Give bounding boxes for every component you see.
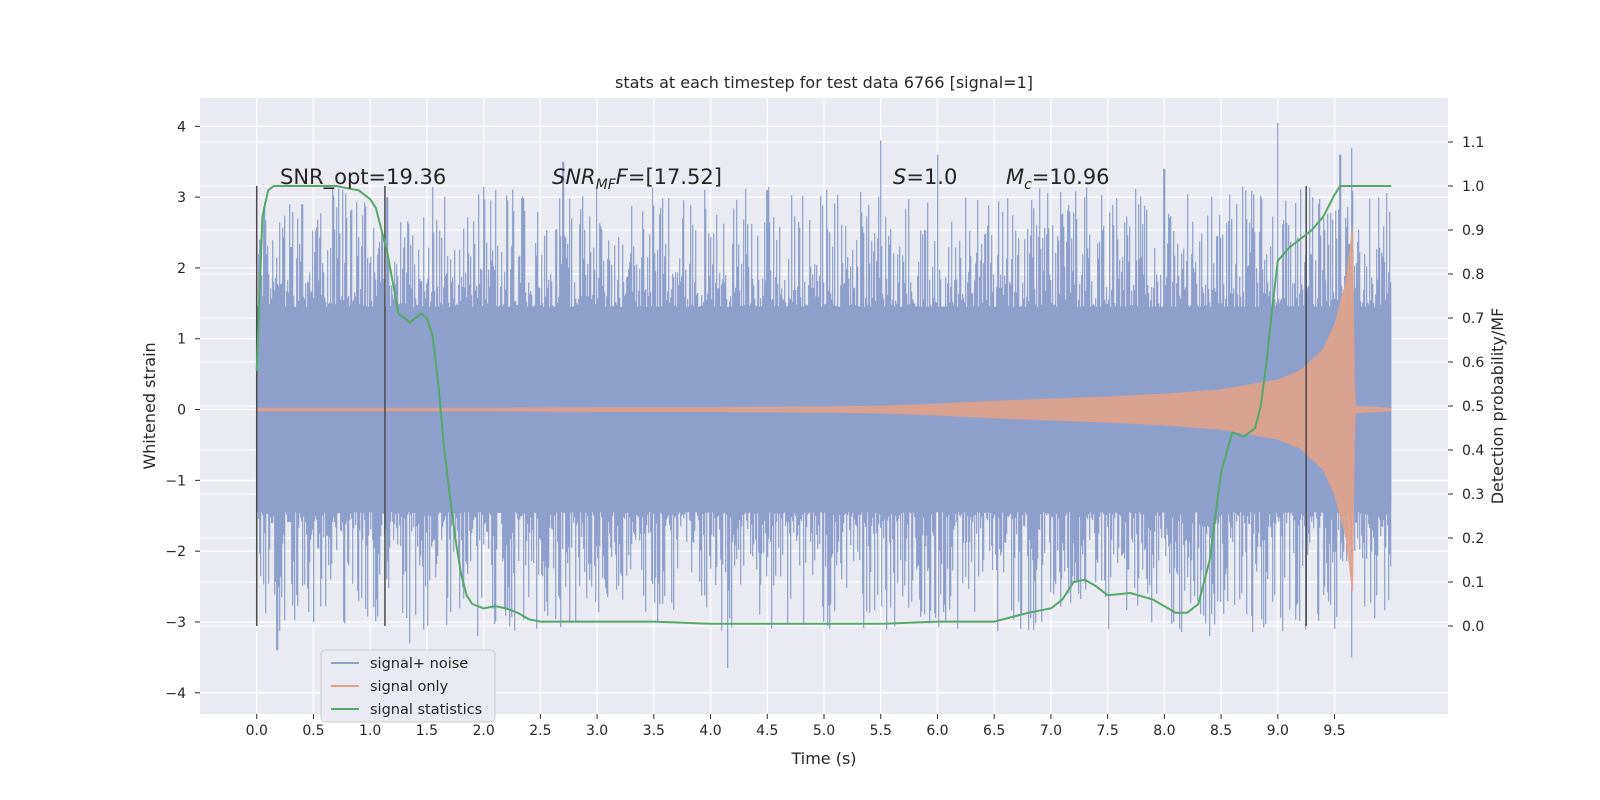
x-tick-label: 1.5 <box>416 723 438 739</box>
signal-only-envelope <box>256 227 1391 592</box>
x-tick-label: 9.5 <box>1323 723 1345 739</box>
x-axis-title: Time (s) <box>790 749 856 768</box>
x-tick-label: 2.0 <box>473 723 495 739</box>
y2-tick-label: 1.0 <box>1462 179 1484 195</box>
x-tick-label: 6.0 <box>926 723 948 739</box>
y-tick-label: −1 <box>165 473 186 489</box>
y2-axis-title: Detection probability/MF <box>1488 308 1507 505</box>
annotation-snr-mf-prefix: SNR <box>552 165 596 189</box>
x-tick-label: 7.0 <box>1040 723 1062 739</box>
y-tick-label: −2 <box>165 544 186 560</box>
x-tick-label: 4.5 <box>756 723 778 739</box>
y2-tick-label: 0.9 <box>1462 223 1484 239</box>
y2-tick-label: 0.3 <box>1462 487 1484 503</box>
x-tick-label: 6.5 <box>983 723 1005 739</box>
x-tick-label: 3.5 <box>643 723 665 739</box>
y-tick-label: 1 <box>177 332 186 348</box>
x-tick-label: 1.0 <box>359 723 381 739</box>
y2-tick-label: 0.0 <box>1462 619 1484 635</box>
x-tick-label: 2.5 <box>529 723 551 739</box>
legend-box <box>320 649 496 723</box>
y-tick-label: −4 <box>165 686 186 702</box>
annotation-snr-opt: SNR_opt=19.36 <box>280 165 446 190</box>
annotation-mc: Mc=10.96 <box>1006 165 1110 193</box>
x-tick-label: 0.5 <box>302 723 324 739</box>
x-tick-label: 8.0 <box>1153 723 1175 739</box>
x-tick-label: 4.0 <box>699 723 721 739</box>
x-tick-label: 9.0 <box>1267 723 1289 739</box>
y-tick-label: 3 <box>177 190 186 206</box>
y2-tick-label: 0.4 <box>1462 443 1484 459</box>
annotation-snr-mf-sub-f: F <box>616 165 629 189</box>
y-tick-label: 4 <box>177 119 186 135</box>
y-tick-label: −3 <box>165 615 186 631</box>
annotation-s: S=1.0 <box>893 165 957 189</box>
y2-tick-label: 0.2 <box>1462 531 1484 547</box>
vertical-markers <box>255 186 1307 626</box>
y2-tick-label: 1.1 <box>1462 135 1484 151</box>
y-tick-label: 2 <box>177 261 186 277</box>
legend-label-signal-noise: signal+ noise <box>370 656 468 672</box>
x-tick-label: 5.0 <box>813 723 835 739</box>
annotation-mc-prefix: M <box>1006 165 1024 189</box>
legend-label-signal-statistics: signal statistics <box>370 702 482 718</box>
annotation-s-value: =1.0 <box>906 165 957 189</box>
series-signal-only <box>256 227 1391 592</box>
y2-tick-label: 0.7 <box>1462 311 1484 327</box>
annotation-mc-sub: c <box>1024 177 1032 193</box>
series-signal-statistics <box>255 185 1392 625</box>
annotation-mc-value: =10.96 <box>1032 165 1110 189</box>
y2-tick-label: 0.8 <box>1462 267 1484 283</box>
annotation-s-prefix: S <box>893 165 906 189</box>
signal-statistics-line <box>255 185 1392 625</box>
annotation-snr-mf-sub: MF <box>596 177 617 193</box>
y-axis-title: Whitened strain <box>140 342 159 469</box>
annotation-snr-mf-value: =[17.52] <box>628 165 722 189</box>
y-tick-label: 0 <box>177 403 186 419</box>
chart-title: stats at each timestep for test data 676… <box>615 73 1033 92</box>
x-tick-label: 5.5 <box>870 723 892 739</box>
x-tick-label: 3.0 <box>586 723 608 739</box>
x-tick-label: 7.5 <box>1097 723 1119 739</box>
y2-axis-ticks: 1.1 1.0 0.9 0.8 0.7 0.6 0.5 0.4 0.3 0.2 0.1 0.0 <box>1448 135 1484 635</box>
y2-tick-label: 0.1 <box>1462 575 1484 591</box>
y2-tick-label: 0.6 <box>1462 355 1484 371</box>
x-tick-label: 8.5 <box>1210 723 1232 739</box>
x-tick-label: 0.0 <box>246 723 268 739</box>
legend: signal+ noise signal only signal statist… <box>320 649 496 723</box>
legend-label-signal-only: signal only <box>370 679 449 695</box>
y2-tick-label: 0.5 <box>1462 399 1484 415</box>
y-axis-ticks: 4 3 2 1 0 −1 −2 −3 −4 <box>165 119 200 702</box>
annotation-snr-mf: SNRMFF=[17.52] <box>552 165 722 193</box>
x-axis-ticks: 0.0 0.5 1.0 1.5 2.0 2.5 3.0 3.5 4.0 4.5 5.0 5.5 6.0 6… <box>246 714 1346 739</box>
